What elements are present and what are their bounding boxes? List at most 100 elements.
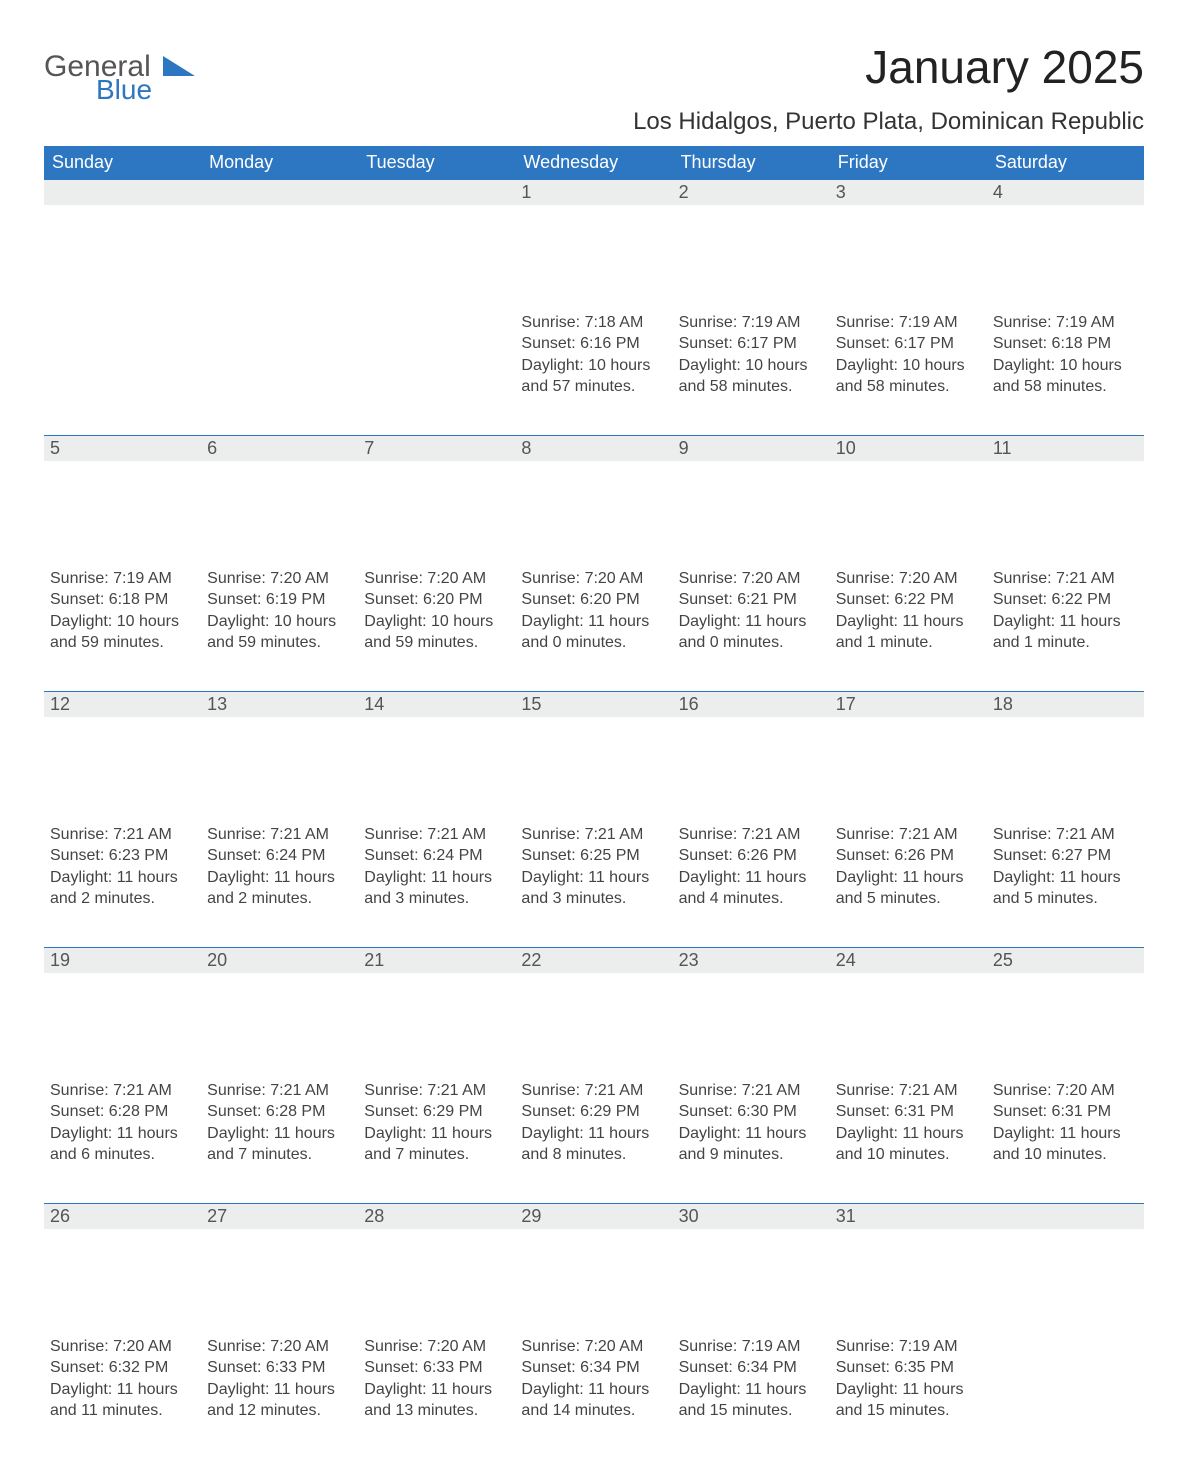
month-title: January 2025: [633, 40, 1144, 94]
day-cell: Sunrise: 7:21 AMSunset: 6:22 PMDaylight:…: [987, 564, 1144, 692]
sunrise-text: Sunrise: 7:21 AM: [993, 824, 1138, 846]
sunset-text: Sunset: 6:26 PM: [836, 845, 981, 867]
daylight-text: Daylight: 11 hours and 2 minutes.: [207, 867, 352, 910]
day-cell-header: 6: [201, 436, 358, 564]
sunrise-text: Sunrise: 7:21 AM: [50, 1080, 195, 1102]
day-cell: [44, 308, 201, 436]
day-details: Sunrise: 7:21 AMSunset: 6:24 PMDaylight:…: [201, 820, 358, 920]
sunrise-text: Sunrise: 7:21 AM: [364, 824, 509, 846]
sunrise-text: Sunrise: 7:20 AM: [207, 568, 352, 590]
sunset-text: Sunset: 6:20 PM: [521, 589, 666, 611]
day-cell-header: 17: [830, 692, 987, 820]
daynum-row: 1234: [44, 180, 1144, 308]
daylight-text: Daylight: 11 hours and 6 minutes.: [50, 1123, 195, 1166]
daynum-row: 12131415161718: [44, 692, 1144, 820]
day-details: Sunrise: 7:21 AMSunset: 6:31 PMDaylight:…: [830, 1076, 987, 1176]
day-cell-header: 16: [673, 692, 830, 820]
daylight-text: Daylight: 11 hours and 0 minutes.: [521, 611, 666, 654]
day-details: Sunrise: 7:21 AMSunset: 6:26 PMDaylight:…: [673, 820, 830, 920]
sunrise-text: Sunrise: 7:21 AM: [993, 568, 1138, 590]
sunrise-text: Sunrise: 7:19 AM: [836, 1336, 981, 1358]
day-cell: Sunrise: 7:19 AMSunset: 6:17 PMDaylight:…: [830, 308, 987, 436]
day-details: Sunrise: 7:21 AMSunset: 6:22 PMDaylight:…: [987, 564, 1144, 664]
day-cell: Sunrise: 7:21 AMSunset: 6:29 PMDaylight:…: [358, 1076, 515, 1204]
sunrise-text: Sunrise: 7:20 AM: [521, 568, 666, 590]
day-details: Sunrise: 7:20 AMSunset: 6:32 PMDaylight:…: [44, 1332, 201, 1432]
sunset-text: Sunset: 6:23 PM: [50, 845, 195, 867]
day-details: Sunrise: 7:20 AMSunset: 6:20 PMDaylight:…: [358, 564, 515, 664]
day-cell: Sunrise: 7:21 AMSunset: 6:23 PMDaylight:…: [44, 820, 201, 948]
brand-logo: General Blue: [44, 40, 197, 104]
sunset-text: Sunset: 6:18 PM: [993, 333, 1138, 355]
day-cell-header: [987, 1204, 1144, 1332]
day-cell-header: 13: [201, 692, 358, 820]
day-details: Sunrise: 7:19 AMSunset: 6:35 PMDaylight:…: [830, 1332, 987, 1432]
day-details: Sunrise: 7:21 AMSunset: 6:26 PMDaylight:…: [830, 820, 987, 920]
daylight-text: Daylight: 11 hours and 7 minutes.: [364, 1123, 509, 1166]
daylight-text: Daylight: 11 hours and 5 minutes.: [993, 867, 1138, 910]
day-cell: Sunrise: 7:20 AMSunset: 6:21 PMDaylight:…: [673, 564, 830, 692]
day-cell: Sunrise: 7:20 AMSunset: 6:20 PMDaylight:…: [358, 564, 515, 692]
day-cell-header: 27: [201, 1204, 358, 1332]
sunrise-text: Sunrise: 7:20 AM: [364, 1336, 509, 1358]
day-cell: Sunrise: 7:19 AMSunset: 6:34 PMDaylight:…: [673, 1332, 830, 1460]
day-cell-header: 12: [44, 692, 201, 820]
sunset-text: Sunset: 6:22 PM: [836, 589, 981, 611]
day-number: 20: [201, 948, 358, 973]
day-number: 9: [673, 436, 830, 461]
day-content-row: Sunrise: 7:18 AMSunset: 6:16 PMDaylight:…: [44, 308, 1144, 436]
day-content-row: Sunrise: 7:21 AMSunset: 6:28 PMDaylight:…: [44, 1076, 1144, 1204]
day-cell: Sunrise: 7:20 AMSunset: 6:34 PMDaylight:…: [515, 1332, 672, 1460]
day-details: Sunrise: 7:18 AMSunset: 6:16 PMDaylight:…: [515, 308, 672, 408]
day-cell-header: 5: [44, 436, 201, 564]
sunrise-text: Sunrise: 7:21 AM: [836, 824, 981, 846]
day-cell-header: 14: [358, 692, 515, 820]
sunset-text: Sunset: 6:28 PM: [50, 1101, 195, 1123]
sunrise-text: Sunrise: 7:21 AM: [50, 824, 195, 846]
day-cell: Sunrise: 7:20 AMSunset: 6:33 PMDaylight:…: [201, 1332, 358, 1460]
sunrise-text: Sunrise: 7:19 AM: [50, 568, 195, 590]
day-cell-header: 25: [987, 948, 1144, 1076]
day-details: Sunrise: 7:20 AMSunset: 6:34 PMDaylight:…: [515, 1332, 672, 1432]
day-cell-header: 8: [515, 436, 672, 564]
day-cell-header: 29: [515, 1204, 672, 1332]
day-details: Sunrise: 7:21 AMSunset: 6:25 PMDaylight:…: [515, 820, 672, 920]
day-cell-header: 18: [987, 692, 1144, 820]
sunrise-text: Sunrise: 7:21 AM: [521, 824, 666, 846]
sunrise-text: Sunrise: 7:21 AM: [836, 1080, 981, 1102]
day-content-row: Sunrise: 7:19 AMSunset: 6:18 PMDaylight:…: [44, 564, 1144, 692]
day-number: 24: [830, 948, 987, 973]
daylight-text: Daylight: 11 hours and 3 minutes.: [521, 867, 666, 910]
daylight-text: Daylight: 11 hours and 11 minutes.: [50, 1379, 195, 1422]
daylight-text: Daylight: 10 hours and 58 minutes.: [993, 355, 1138, 398]
day-cell-header: 30: [673, 1204, 830, 1332]
sunset-text: Sunset: 6:20 PM: [364, 589, 509, 611]
daylight-text: Daylight: 11 hours and 12 minutes.: [207, 1379, 352, 1422]
sunset-text: Sunset: 6:30 PM: [679, 1101, 824, 1123]
title-block: January 2025 Los Hidalgos, Puerto Plata,…: [633, 40, 1144, 146]
day-cell: Sunrise: 7:19 AMSunset: 6:18 PMDaylight:…: [987, 308, 1144, 436]
daylight-text: Daylight: 10 hours and 58 minutes.: [836, 355, 981, 398]
daylight-text: Daylight: 11 hours and 0 minutes.: [679, 611, 824, 654]
day-number: 31: [830, 1204, 987, 1229]
day-cell: Sunrise: 7:21 AMSunset: 6:28 PMDaylight:…: [44, 1076, 201, 1204]
sunrise-text: Sunrise: 7:18 AM: [521, 312, 666, 334]
day-number: [44, 180, 201, 205]
daylight-text: Daylight: 11 hours and 3 minutes.: [364, 867, 509, 910]
daylight-text: Daylight: 11 hours and 15 minutes.: [679, 1379, 824, 1422]
day-details: Sunrise: 7:19 AMSunset: 6:17 PMDaylight:…: [830, 308, 987, 408]
day-number: 15: [515, 692, 672, 717]
day-cell-header: [44, 180, 201, 308]
day-cell-header: 11: [987, 436, 1144, 564]
day-number: 18: [987, 692, 1144, 717]
day-cell-header: 28: [358, 1204, 515, 1332]
daylight-text: Daylight: 11 hours and 9 minutes.: [679, 1123, 824, 1166]
sunrise-text: Sunrise: 7:19 AM: [679, 312, 824, 334]
day-cell: [201, 308, 358, 436]
day-cell: Sunrise: 7:21 AMSunset: 6:24 PMDaylight:…: [358, 820, 515, 948]
day-cell-header: 1: [515, 180, 672, 308]
sunset-text: Sunset: 6:28 PM: [207, 1101, 352, 1123]
sunrise-text: Sunrise: 7:20 AM: [993, 1080, 1138, 1102]
daylight-text: Daylight: 11 hours and 5 minutes.: [836, 867, 981, 910]
daylight-text: Daylight: 11 hours and 1 minute.: [993, 611, 1138, 654]
